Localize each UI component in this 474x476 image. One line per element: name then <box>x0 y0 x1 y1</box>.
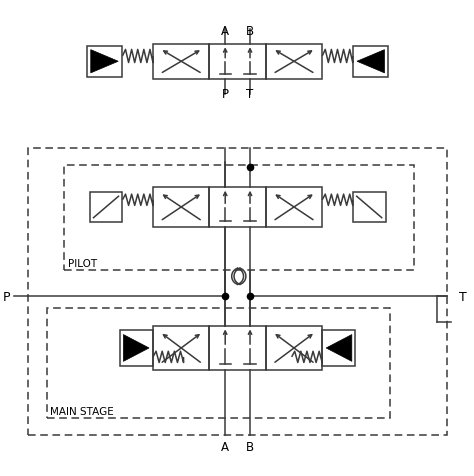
Bar <box>210 45 266 79</box>
Bar <box>28 149 447 435</box>
Polygon shape <box>123 335 149 362</box>
Polygon shape <box>326 335 352 362</box>
Polygon shape <box>91 50 118 74</box>
Bar <box>353 192 386 223</box>
Bar <box>353 47 388 78</box>
Text: P: P <box>222 88 229 101</box>
Bar <box>322 331 355 366</box>
Text: P: P <box>3 290 10 303</box>
Bar <box>64 165 414 271</box>
Bar <box>210 188 266 228</box>
Text: A: A <box>221 440 229 453</box>
Bar <box>266 188 322 228</box>
Text: MAIN STAGE: MAIN STAGE <box>50 406 113 416</box>
Text: B: B <box>246 440 254 453</box>
Bar <box>153 45 210 79</box>
Bar <box>266 45 322 79</box>
Bar <box>153 188 210 228</box>
Bar <box>87 47 122 78</box>
Text: T: T <box>246 88 254 101</box>
Bar <box>210 326 266 370</box>
Text: A: A <box>221 25 229 38</box>
Text: PILOT: PILOT <box>68 258 98 268</box>
Bar <box>47 308 391 418</box>
Bar <box>90 192 122 223</box>
Text: T: T <box>458 290 466 303</box>
Bar <box>120 331 153 366</box>
Text: B: B <box>246 25 254 38</box>
Bar <box>266 326 322 370</box>
Bar <box>153 326 210 370</box>
Polygon shape <box>357 50 384 74</box>
